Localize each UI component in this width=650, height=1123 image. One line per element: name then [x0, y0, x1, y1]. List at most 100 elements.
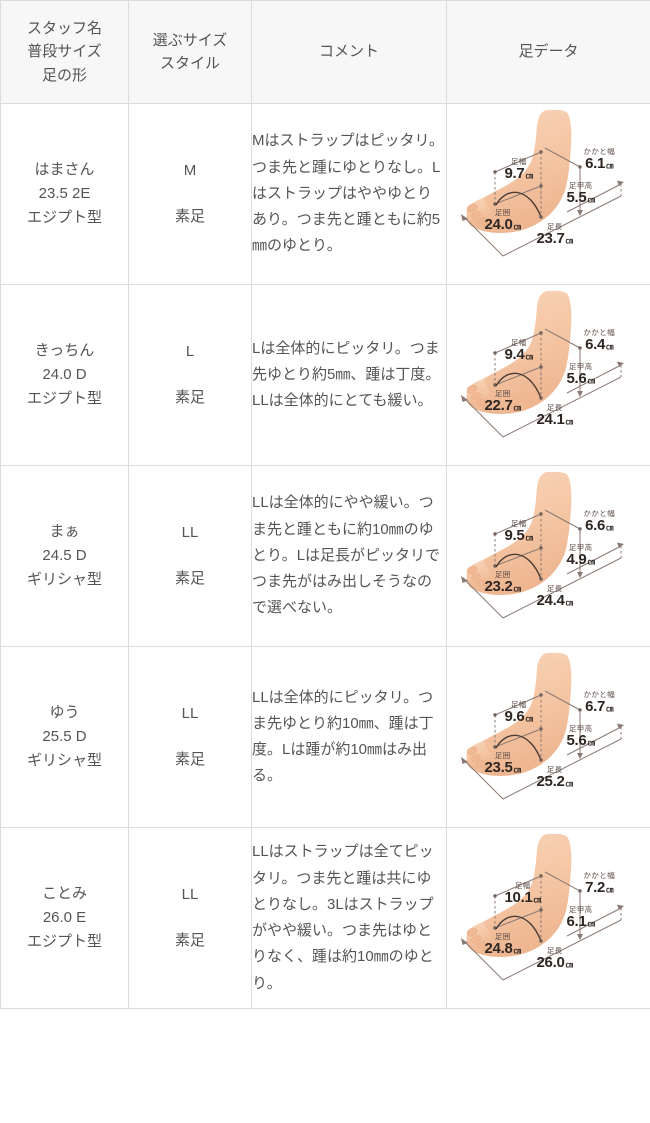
- foot-length-unit: ㎝: [565, 597, 574, 607]
- foot-width-value: 10.1: [504, 888, 533, 906]
- cell-foot-data: 足幅 9.4㎝ かかと幅 6.4㎝ 足甲高 5.6㎝ 足囲 22.7㎝ 足長: [446, 284, 650, 466]
- cell-staff: ゆう 25.5 D ギリシャ型: [0, 646, 129, 828]
- staff-foot-shape: エジプト型: [26, 390, 102, 407]
- staff-name: きっちん: [34, 342, 95, 359]
- comment-text: Mはストラップはピッタリ。つま先と踵にゆとりなし。Lはストラップはややゆとりあり…: [252, 132, 444, 255]
- foot-width-value: 9.7: [504, 164, 525, 182]
- staff-name: まぁ: [49, 523, 80, 540]
- cell-foot-data: 足幅 9.6㎝ かかと幅 6.7㎝ 足甲高 5.6㎝ 足囲 23.5㎝ 足長: [446, 646, 650, 828]
- heel-width-name: かかと幅: [583, 147, 616, 156]
- foot-length-label: 足長 24.1㎝: [537, 404, 574, 428]
- foot-width-value: 9.5: [504, 526, 525, 544]
- foot-girth-value: 22.7: [484, 396, 513, 414]
- foot-length-value: 24.4: [536, 591, 565, 609]
- chosen-style: 素足: [174, 751, 205, 768]
- foot-measurement-diagram: 足幅 10.1㎝ かかと幅 7.2㎝ 足甲高 6.1㎝ 足囲 24.8㎝ 足長: [449, 828, 649, 1008]
- staff-usual-size: 23.5 2E: [38, 185, 91, 202]
- foot-girth-unit: ㎝: [513, 583, 522, 593]
- foot-width-name: 足幅: [510, 157, 527, 166]
- heel-width-unit: ㎝: [606, 884, 614, 894]
- chosen-size: L: [185, 343, 195, 360]
- comment-text: LLは全体的にやや緩い。つま先と踵ともに約10㎜のゆとり。Lは足長がピッタリでつ…: [252, 494, 441, 617]
- header-line: コメント: [318, 43, 379, 61]
- foot-width-label: 足幅 9.7㎝: [505, 158, 533, 182]
- foot-girth-value: 23.2: [484, 577, 513, 595]
- heel-width-name: かかと幅: [583, 871, 616, 880]
- staff-foot-shape: ギリシャ型: [26, 752, 102, 769]
- foot-girth-label: 足囲 24.8㎝: [485, 933, 522, 957]
- chosen-style: 素足: [174, 208, 205, 225]
- foot-silhouette: [465, 109, 571, 233]
- header-line: 足データ: [518, 43, 579, 61]
- foot-width-value: 9.6: [504, 707, 525, 725]
- foot-girth-name: 足囲: [494, 389, 511, 398]
- cell-comment: Lは全体的にピッタリ。つま先ゆとり約5㎜、踵は丁度。LLは全体的にとても緩い。: [251, 284, 447, 466]
- header-line: 選ぶサイズ: [152, 31, 228, 49]
- instep-height-value: 5.6: [566, 369, 587, 387]
- foot-measurement-diagram: 足幅 9.4㎝ かかと幅 6.4㎝ 足甲高 5.6㎝ 足囲 22.7㎝ 足長: [449, 285, 649, 465]
- heel-width-name: かかと幅: [583, 328, 616, 337]
- column-header-chosen-size: 選ぶサイズ スタイル: [128, 0, 252, 104]
- foot-girth-label: 足囲 23.2㎝: [485, 571, 522, 595]
- instep-height-label: 足甲高 5.6㎝: [567, 725, 595, 749]
- heel-width-value: 6.1: [585, 154, 606, 172]
- staff-usual-size: 25.5 D: [42, 728, 87, 745]
- instep-height-name: 足甲高: [568, 905, 593, 914]
- heel-width-unit: ㎝: [606, 341, 614, 351]
- foot-measurement-diagram: 足幅 9.7㎝ かかと幅 6.1㎝ 足甲高 5.5㎝ 足囲 24.0㎝ 足長: [449, 104, 649, 284]
- foot-width-name: 足幅: [510, 519, 527, 528]
- instep-height-value: 4.9: [566, 550, 587, 568]
- foot-girth-name: 足囲: [494, 570, 511, 579]
- comment-text: LLは全体的にピッタリ。つま先ゆとり約10㎜、踵は丁度。Lは踵が約10㎜はみ出る…: [252, 688, 434, 785]
- heel-width-unit: ㎝: [606, 703, 614, 713]
- cell-comment: Mはストラップはピッタリ。つま先と踵にゆとりなし。Lはストラップはややゆとりあり…: [251, 103, 447, 285]
- table-row: はまさん 23.5 2E エジプト型 M 素足 Mはストラップはピッタリ。つま先…: [0, 103, 650, 285]
- header-row: スタッフ名 普段サイズ 足の形 選ぶサイズ スタイル コメント 足データ: [0, 0, 650, 104]
- table-row: きっちん 24.0 D エジプト型 L 素足 Lは全体的にピッタリ。つま先ゆとり…: [0, 284, 650, 466]
- instep-height-name: 足甲高: [568, 543, 593, 552]
- heel-width-name: かかと幅: [583, 690, 616, 699]
- instep-height-name: 足甲高: [568, 362, 593, 371]
- cell-comment: LLは全体的にやや緩い。つま先と踵ともに約10㎜のゆとり。Lは足長がピッタリでつ…: [251, 465, 447, 647]
- staff-name: はまさん: [34, 161, 95, 178]
- foot-size-comparison-table: スタッフ名 普段サイズ 足の形 選ぶサイズ スタイル コメント 足データ はまさ…: [0, 0, 650, 1009]
- foot-width-label: 足幅 9.4㎝: [505, 339, 533, 363]
- foot-girth-label: 足囲 22.7㎝: [485, 390, 522, 414]
- foot-silhouette: [465, 471, 571, 595]
- foot-length-unit: ㎝: [565, 416, 574, 426]
- heel-width-label: かかと幅 6.1㎝: [584, 148, 616, 172]
- staff-name: ことみ: [41, 885, 87, 902]
- foot-width-unit: ㎝: [533, 894, 542, 904]
- chosen-style: 素足: [174, 932, 205, 949]
- staff-usual-size: 26.0 E: [42, 909, 87, 926]
- foot-girth-name: 足囲: [494, 751, 511, 760]
- staff-foot-shape: ギリシャ型: [26, 571, 102, 588]
- instep-height-value: 5.6: [566, 731, 587, 749]
- foot-measurement-diagram: 足幅 9.6㎝ かかと幅 6.7㎝ 足甲高 5.6㎝ 足囲 23.5㎝ 足長: [449, 647, 649, 827]
- heel-width-value: 6.4: [585, 335, 606, 353]
- chosen-size: LL: [181, 524, 199, 541]
- foot-width-label: 足幅 10.1㎝: [505, 882, 542, 906]
- table-row: まぁ 24.5 D ギリシャ型 LL 素足 LLは全体的にやや緩い。つま先と踵と…: [0, 465, 650, 647]
- heel-width-value: 6.7: [585, 697, 606, 715]
- heel-width-label: かかと幅 6.6㎝: [584, 510, 616, 534]
- foot-width-unit: ㎝: [525, 351, 533, 361]
- chosen-size: LL: [181, 705, 199, 722]
- instep-height-unit: ㎝: [587, 556, 595, 566]
- instep-height-label: 足甲高 6.1㎝: [567, 906, 595, 930]
- header-line: スタイル: [159, 55, 220, 72]
- chosen-style: 素足: [174, 389, 205, 406]
- heel-width-name: かかと幅: [583, 509, 616, 518]
- foot-length-name: 足長: [546, 765, 563, 774]
- foot-length-value: 25.2: [536, 772, 565, 790]
- comment-text: Lは全体的にピッタリ。つま先ゆとり約5㎜、踵は丁度。LLは全体的にとても緩い。: [252, 339, 441, 410]
- column-header-foot-data: 足データ: [446, 0, 650, 104]
- foot-length-value: 24.1: [536, 410, 565, 428]
- instep-height-unit: ㎝: [587, 194, 595, 204]
- staff-name: ゆう: [49, 704, 80, 721]
- foot-girth-name: 足囲: [494, 208, 511, 217]
- chosen-size: LL: [181, 886, 199, 903]
- chosen-style: 素足: [174, 570, 205, 587]
- foot-width-unit: ㎝: [525, 170, 533, 180]
- instep-height-value: 5.5: [566, 188, 587, 206]
